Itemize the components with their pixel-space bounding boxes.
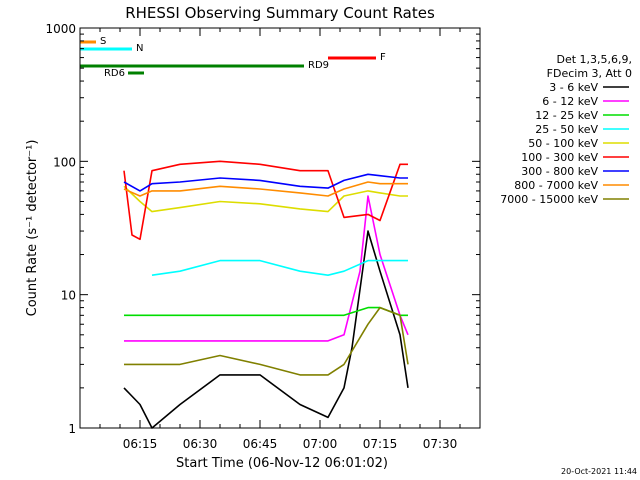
series-line-7 xyxy=(123,181,408,197)
series-line-8 xyxy=(124,306,409,376)
y-axis-label: Count Rate (s⁻¹ detector⁻¹) xyxy=(25,140,40,317)
legend-label-0: 3 - 6 keV xyxy=(549,81,598,94)
x-axis-label: Start Time (06-Nov-12 06:01:02) xyxy=(176,456,388,471)
legend-label-8: 7000 - 15000 keV xyxy=(500,193,598,206)
series-layer xyxy=(123,160,409,429)
legend-header-line-1: Det 1,3,5,6,9, xyxy=(556,53,632,66)
y-tick-label-3: 1000 xyxy=(45,22,76,36)
annotation-label-s: S xyxy=(100,36,106,47)
chart-title: RHESSI Observing Summary Count Rates xyxy=(125,4,435,22)
x-tick-label-3: 07:00 xyxy=(303,437,338,451)
annotation-label-rd6: RD6 xyxy=(104,68,125,79)
legend-header-line-2: FDecim 3, Att 0 xyxy=(547,67,632,80)
series-line-5 xyxy=(123,160,408,241)
x-tick-label-2: 06:45 xyxy=(243,437,278,451)
x-tick-label-1: 06:30 xyxy=(183,437,218,451)
series-line-1 xyxy=(124,195,409,342)
series-line-0 xyxy=(123,230,409,429)
legend-label-7: 800 - 7000 keV xyxy=(514,179,598,192)
x-tick-label-4: 07:15 xyxy=(363,437,398,451)
legend-label-3: 25 - 50 keV xyxy=(535,123,598,136)
series-line-6 xyxy=(123,173,408,192)
y-tick-label-2: 100 xyxy=(53,155,76,169)
legend-label-2: 12 - 25 keV xyxy=(535,109,598,122)
annotation-label-rd9: RD9 xyxy=(308,60,329,71)
annotation-label-n: N xyxy=(136,43,143,54)
legend-label-6: 300 - 800 keV xyxy=(521,165,598,178)
annotation-layer: S N RD9 F RD6 xyxy=(80,36,386,79)
series-line-4 xyxy=(123,185,408,213)
legend-label-4: 50 - 100 keV xyxy=(528,137,598,150)
legend-label-5: 100 - 300 keV xyxy=(521,151,598,164)
series-line-3 xyxy=(151,259,408,277)
x-tick-label-0: 06:15 xyxy=(123,437,158,451)
annotation-label-f: F xyxy=(380,52,386,63)
legend-label-1: 6 - 12 keV xyxy=(542,95,598,108)
y-tick-label-1: 10 xyxy=(61,289,76,303)
y-tick-label-0: 1 xyxy=(68,422,76,436)
x-tick-label-5: 07:30 xyxy=(423,437,458,451)
axis-layer: 06:15 06:30 06:45 07:00 07:15 07:30 1 10 100 1000 xyxy=(45,22,481,451)
timestamp: 20-Oct-2021 11:44 xyxy=(561,467,637,476)
